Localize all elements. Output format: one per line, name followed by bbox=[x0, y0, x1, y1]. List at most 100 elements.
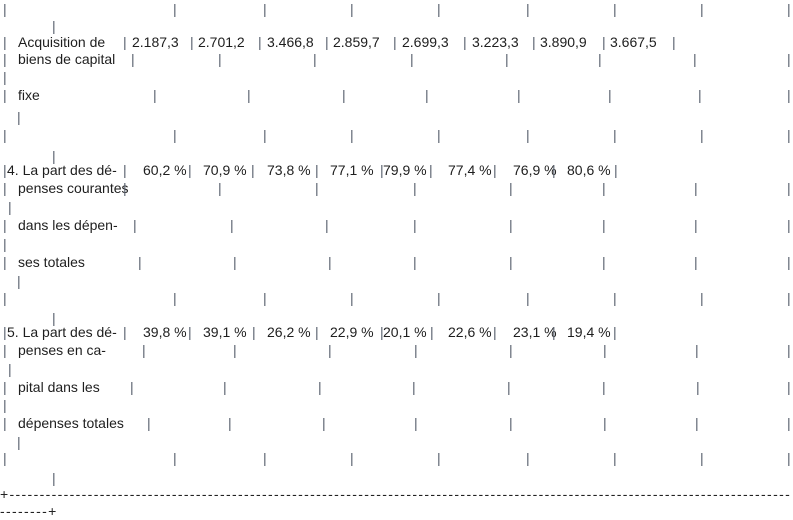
pipe-separator: | bbox=[694, 217, 698, 233]
pipe-separator: | bbox=[787, 342, 791, 358]
cell-value: 77,1 % bbox=[330, 162, 374, 178]
pipe-separator: | bbox=[350, 450, 354, 466]
pipe-separator: | bbox=[505, 51, 509, 67]
cell-value: 22,6 % bbox=[448, 324, 492, 340]
pipe-separator: | bbox=[325, 217, 329, 233]
pipe-separator: | bbox=[123, 180, 127, 196]
pipe-separator: | bbox=[173, 450, 177, 466]
pipe-separator: | bbox=[328, 254, 332, 270]
pipe-separator: | bbox=[233, 342, 237, 358]
pipe-separator: | bbox=[393, 34, 397, 50]
pipe-separator: | bbox=[613, 450, 617, 466]
pipe-separator: | bbox=[787, 254, 791, 270]
cell-value: 2.701,2 bbox=[198, 34, 245, 50]
table-border-dashed-line: +---------------------------------------… bbox=[0, 486, 792, 502]
pipe-separator: | bbox=[603, 415, 607, 431]
pipe-separator: | bbox=[3, 254, 7, 270]
pipe-separator: | bbox=[263, 290, 267, 306]
pipe-separator: | bbox=[695, 342, 699, 358]
grid-pipe-row: | | | | | | | | | bbox=[0, 291, 793, 307]
pipe-separator: | bbox=[509, 180, 513, 196]
cell-value: 2.859,7 bbox=[333, 34, 380, 50]
pipe-separator: | bbox=[787, 450, 791, 466]
cell-value: 2.187,3 bbox=[132, 34, 179, 50]
grid-pipe-row: | | | | | | | | | bbox=[0, 128, 793, 144]
pipe-separator: | bbox=[787, 1, 791, 17]
table-row-values: | Acquisition de | 2.187,3 | 2.701,2 | 3.466,8 |… bbox=[0, 35, 793, 51]
table-row-label-line: | dans les dépen- | | | | | | | | bbox=[0, 218, 793, 234]
pipe-separator: | bbox=[3, 397, 7, 413]
pipe-separator: | bbox=[700, 290, 704, 306]
pipe-separator: | bbox=[493, 162, 497, 178]
pipe-separator: | bbox=[602, 379, 606, 395]
pipe-separator: | bbox=[493, 324, 497, 340]
pipe-separator: | bbox=[695, 415, 699, 431]
pipe-separator: | bbox=[696, 379, 700, 395]
pipe-separator: | bbox=[437, 1, 441, 17]
pipe-separator: | bbox=[3, 290, 7, 306]
pipe-separator: | bbox=[412, 379, 416, 395]
pipe-separator: | bbox=[693, 51, 697, 67]
table-row-label-line: | fixe | | | | | | | | bbox=[0, 88, 793, 104]
pipe-separator: | bbox=[526, 290, 530, 306]
pipe-separator: | bbox=[463, 34, 467, 50]
pipe-separator: | bbox=[425, 87, 429, 103]
grid-pipe-row: | | | | | | | | | bbox=[0, 451, 793, 467]
pipe-separator: | bbox=[3, 379, 7, 395]
pipe-separator: | bbox=[350, 127, 354, 143]
cell-value: 77,4 % bbox=[448, 162, 492, 178]
pipe-separator: | bbox=[787, 415, 791, 431]
pipe-separator: | bbox=[429, 162, 433, 178]
pipe-separator: | bbox=[608, 87, 612, 103]
pipe-separator: | bbox=[3, 415, 7, 431]
pipe-separator: | bbox=[700, 1, 704, 17]
row-label: Acquisition de bbox=[18, 34, 106, 50]
pipe-separator: | bbox=[552, 324, 556, 340]
pipe-separator: | bbox=[672, 34, 676, 50]
pipe-separator: | bbox=[509, 217, 513, 233]
pipe-separator: | bbox=[526, 1, 530, 17]
pipe-separator: | bbox=[437, 450, 441, 466]
pipe-separator: | bbox=[52, 148, 56, 164]
pipe-separator: | bbox=[787, 180, 791, 196]
pipe-separator: | bbox=[17, 109, 21, 125]
pipe-separator: | bbox=[787, 51, 791, 67]
pipe-separator: | bbox=[350, 1, 354, 17]
pipe-separator: | bbox=[350, 290, 354, 306]
cell-value: 73,8 % bbox=[267, 162, 311, 178]
stray-pipe-row: | bbox=[0, 274, 793, 290]
cell-value: 19,4 % bbox=[567, 324, 611, 340]
pipe-separator: | bbox=[153, 87, 157, 103]
pipe-separator: | bbox=[325, 34, 329, 50]
pipe-separator: | bbox=[188, 324, 192, 340]
cell-value: 60,2 % bbox=[143, 162, 187, 178]
cell-value: 26,2 % bbox=[267, 324, 311, 340]
pipe-separator: | bbox=[698, 87, 702, 103]
table-row-label-line: | penses courantes | | | | | | | | bbox=[0, 181, 793, 197]
pipe-separator: | bbox=[315, 324, 319, 340]
row-label: dans les dépen- bbox=[18, 217, 118, 233]
pipe-separator: | bbox=[787, 87, 791, 103]
stray-pipe-row: | bbox=[0, 435, 793, 451]
pipe-separator: | bbox=[52, 470, 56, 486]
cell-value: 3.223,3 bbox=[472, 34, 519, 50]
pipe-separator: | bbox=[188, 162, 192, 178]
pipe-separator: | bbox=[218, 180, 222, 196]
pipe-separator: | bbox=[3, 342, 7, 358]
pipe-separator: | bbox=[223, 379, 227, 395]
stray-pipe-row: | bbox=[0, 362, 793, 378]
table-row-label-line: | dépenses totales | | | | | | | | bbox=[0, 416, 793, 432]
row-label: pital dans les bbox=[18, 379, 100, 395]
pipe-separator: | bbox=[410, 51, 414, 67]
table-row-label-line: | pital dans les | | | | | | | | bbox=[0, 380, 793, 396]
stray-pipe-row: | bbox=[0, 149, 793, 165]
pipe-separator: | bbox=[3, 180, 7, 196]
pipe-separator: | bbox=[602, 180, 606, 196]
row-label: biens de capital bbox=[18, 51, 116, 67]
pipe-separator: | bbox=[509, 415, 513, 431]
pipe-separator: | bbox=[173, 1, 177, 17]
cell-value: 39,1 % bbox=[203, 324, 247, 340]
stray-pipe-row: | bbox=[0, 311, 793, 327]
cell-value: 20,1 % bbox=[383, 324, 427, 340]
